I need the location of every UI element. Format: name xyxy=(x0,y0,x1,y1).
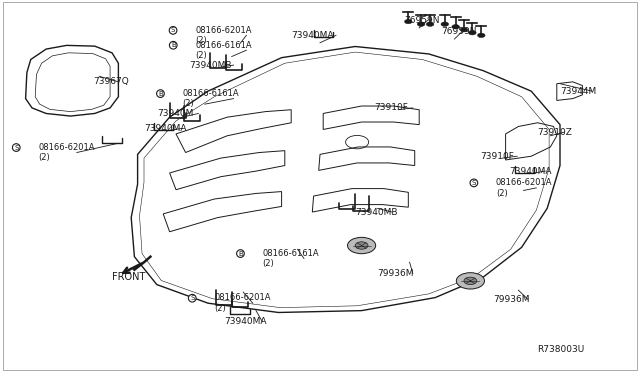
Text: 76959N: 76959N xyxy=(404,16,440,25)
Circle shape xyxy=(460,28,468,32)
Text: 73940M: 73940M xyxy=(157,109,193,118)
Text: 08166-6201A
(2): 08166-6201A (2) xyxy=(195,26,252,45)
Text: 79936M: 79936M xyxy=(493,295,529,304)
Text: 79936M: 79936M xyxy=(378,269,414,278)
Text: 08166-6161A
(2): 08166-6161A (2) xyxy=(182,89,239,108)
Text: 73967Q: 73967Q xyxy=(93,77,129,86)
Text: 08166-6161A
(2): 08166-6161A (2) xyxy=(195,41,252,60)
Text: S: S xyxy=(472,180,476,186)
Circle shape xyxy=(426,22,434,26)
Text: S: S xyxy=(14,145,19,151)
Circle shape xyxy=(464,277,477,285)
Circle shape xyxy=(355,242,368,249)
Text: S: S xyxy=(171,28,175,33)
Text: 73940MA: 73940MA xyxy=(291,31,333,40)
Text: B: B xyxy=(171,42,175,48)
Circle shape xyxy=(417,22,425,26)
Circle shape xyxy=(468,31,476,35)
Text: 76959N: 76959N xyxy=(442,27,477,36)
Text: B: B xyxy=(158,91,163,97)
Text: 08166-6201A
(2): 08166-6201A (2) xyxy=(38,143,95,162)
Circle shape xyxy=(441,22,449,26)
Circle shape xyxy=(452,25,460,29)
Text: 08166-6201A
(2): 08166-6201A (2) xyxy=(214,294,271,313)
Text: 73910F: 73910F xyxy=(374,103,408,112)
Text: R738003U: R738003U xyxy=(538,345,585,354)
Text: 73940MB: 73940MB xyxy=(189,61,231,70)
Text: 73940MA: 73940MA xyxy=(224,317,266,326)
Text: 73910F: 73910F xyxy=(480,152,514,161)
Text: S: S xyxy=(190,295,195,301)
Circle shape xyxy=(477,33,485,38)
Text: 08166-6201A
(2): 08166-6201A (2) xyxy=(496,178,552,198)
Circle shape xyxy=(348,237,376,254)
Text: 73940MA: 73940MA xyxy=(509,167,551,176)
Text: 73940MA: 73940MA xyxy=(144,124,186,133)
Text: 73940MB: 73940MB xyxy=(355,208,397,217)
Text: 73944M: 73944M xyxy=(560,87,596,96)
Circle shape xyxy=(404,19,412,24)
Text: 08166-6161A
(2): 08166-6161A (2) xyxy=(262,249,319,268)
Text: B: B xyxy=(238,251,243,257)
Text: FRONT: FRONT xyxy=(112,272,145,282)
Circle shape xyxy=(456,273,484,289)
Text: 73910Z: 73910Z xyxy=(538,128,572,137)
